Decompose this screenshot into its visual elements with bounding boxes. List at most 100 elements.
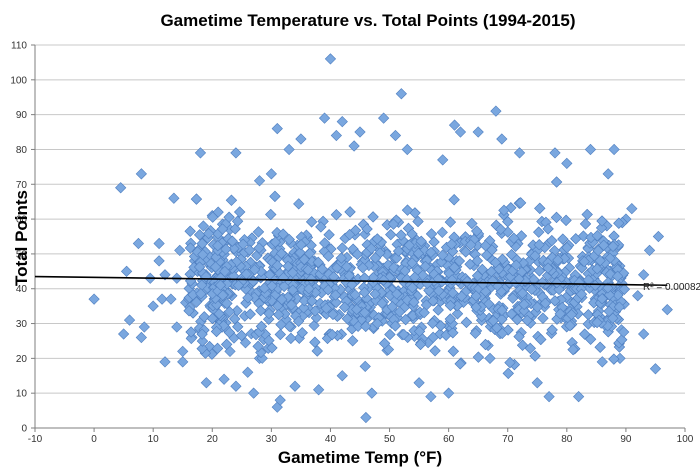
data-point — [120, 265, 133, 277]
data-point — [232, 279, 245, 291]
data-point — [153, 255, 165, 267]
data-point — [190, 296, 203, 308]
data-point — [561, 242, 573, 254]
data-point — [289, 380, 301, 392]
data-point — [471, 270, 484, 282]
data-point — [219, 265, 231, 278]
data-point — [460, 246, 472, 258]
data-point — [239, 337, 252, 349]
data-point — [602, 168, 614, 180]
data-point — [336, 115, 348, 128]
data-point — [319, 237, 331, 249]
data-point — [153, 237, 165, 250]
data-point — [460, 316, 473, 329]
data-point — [413, 377, 425, 389]
data-point — [367, 272, 379, 284]
data-point — [275, 247, 288, 260]
data-point — [322, 284, 334, 296]
data-point — [425, 228, 438, 240]
data-point — [425, 391, 437, 403]
data-point — [433, 285, 445, 297]
data-point — [359, 306, 371, 319]
data-point — [575, 288, 588, 300]
data-point — [510, 259, 522, 271]
data-point — [183, 305, 195, 317]
y-tick-label: 40 — [16, 284, 28, 295]
data-point — [399, 265, 411, 277]
data-point — [366, 387, 378, 399]
data-point — [418, 307, 430, 319]
data-point — [448, 119, 461, 131]
data-point — [344, 206, 356, 218]
data-point — [316, 263, 328, 275]
data-point — [515, 230, 528, 242]
data-point — [388, 261, 400, 274]
data-point — [306, 216, 318, 228]
data-point — [274, 328, 286, 341]
data-point — [444, 299, 457, 312]
data-point — [502, 367, 514, 380]
data-point — [533, 226, 545, 238]
data-point — [138, 321, 150, 333]
data-point — [453, 255, 465, 267]
data-point — [427, 295, 439, 307]
data-point — [516, 339, 529, 351]
data-point — [195, 288, 207, 300]
data-point — [318, 112, 331, 124]
y-tick-label: 110 — [11, 41, 27, 52]
data-point — [470, 290, 482, 302]
trendline — [34, 275, 668, 287]
data-point — [551, 277, 563, 289]
data-point — [329, 289, 342, 301]
data-point — [490, 105, 502, 117]
data-point — [132, 237, 145, 250]
data-point — [369, 288, 381, 300]
data-point — [285, 299, 298, 311]
y-tick-label: 90 — [16, 110, 28, 121]
data-point — [508, 232, 520, 244]
data-point — [387, 218, 400, 230]
data-point — [496, 304, 508, 316]
data-point — [595, 222, 608, 234]
data-point — [546, 324, 558, 336]
data-point — [596, 215, 608, 227]
x-tick-label: 0 — [91, 434, 97, 445]
data-point — [511, 313, 523, 326]
data-point — [476, 263, 488, 276]
data-point — [360, 411, 372, 424]
data-point — [444, 216, 457, 228]
data-point — [591, 263, 603, 275]
x-tick-label: 90 — [620, 434, 632, 445]
data-point — [592, 245, 604, 257]
data-point — [445, 238, 458, 250]
x-tick-label: 70 — [502, 434, 514, 445]
data-point — [426, 317, 439, 329]
data-point — [214, 279, 227, 291]
data-point — [159, 356, 171, 368]
data-point — [414, 338, 427, 351]
data-point — [223, 211, 235, 223]
data-point — [253, 242, 265, 254]
data-point — [303, 283, 315, 295]
data-point — [546, 235, 558, 247]
data-point — [448, 194, 460, 206]
data-point — [271, 122, 283, 135]
data-point — [304, 247, 316, 260]
data-point — [403, 239, 415, 251]
data-point — [603, 305, 615, 317]
data-point — [196, 328, 208, 340]
data-point — [528, 273, 540, 286]
data-point — [618, 283, 630, 295]
data-point — [330, 296, 342, 309]
data-point — [581, 208, 593, 221]
data-point — [283, 233, 295, 246]
data-point — [377, 274, 390, 286]
y-tick-labels: 0 10 20 30 40 50 60 70 80 90 100 110 — [10, 41, 27, 435]
data-point — [123, 314, 136, 326]
data-point — [435, 320, 447, 332]
data-point — [335, 252, 347, 264]
data-point — [454, 126, 467, 138]
data-point — [394, 306, 406, 318]
data-point — [359, 360, 371, 372]
